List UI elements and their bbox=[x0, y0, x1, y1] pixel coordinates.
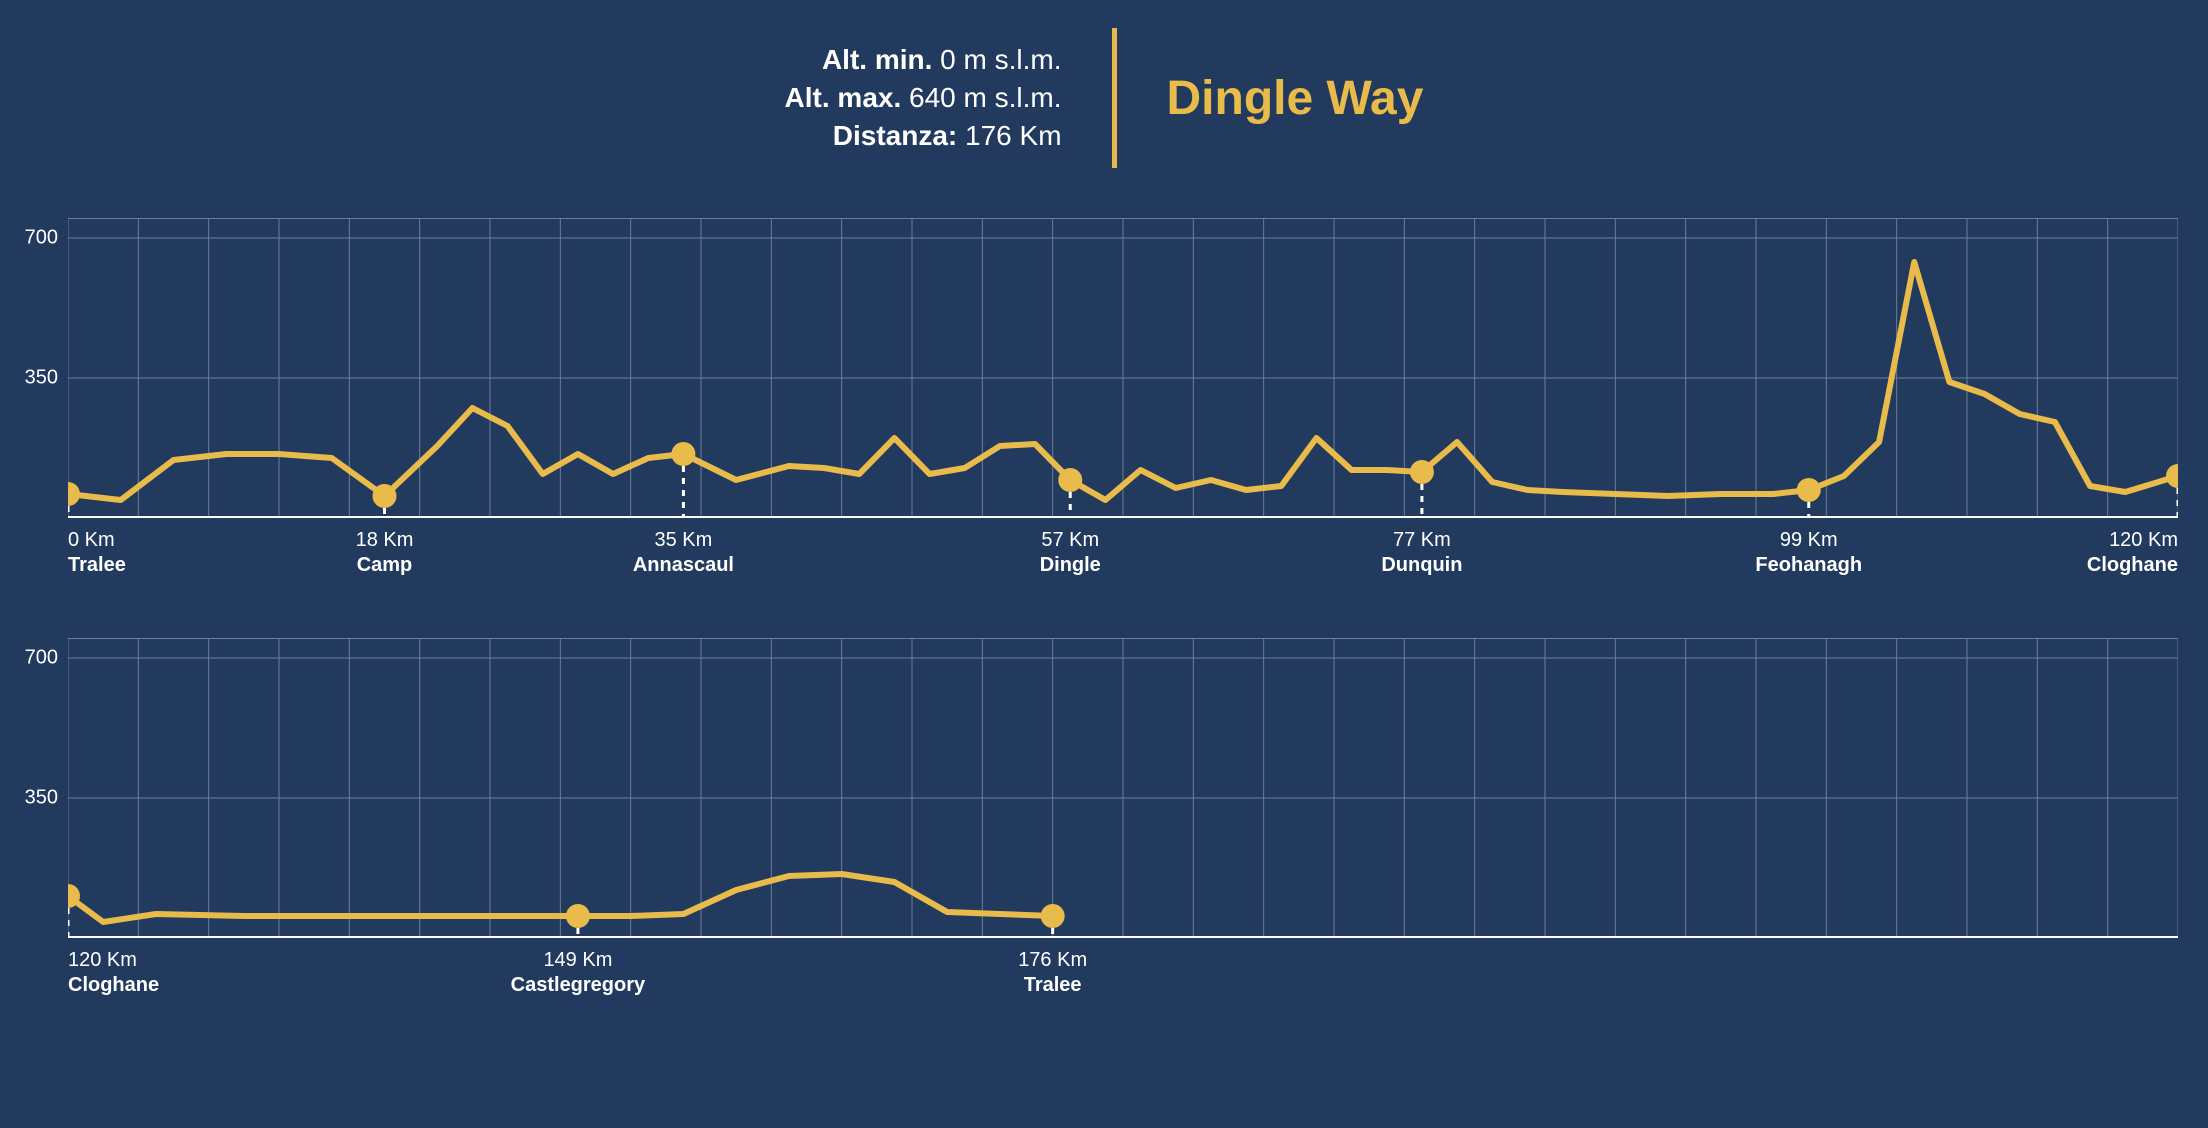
x-labels: 120 KmCloghane 149 KmCastlegregory 176 KmT… bbox=[68, 948, 2178, 1008]
header-title-wrap: Dingle Way bbox=[1127, 71, 1424, 126]
stat-alt-min-value: 0 m s.l.m. bbox=[940, 44, 1061, 75]
stat-alt-max-label: Alt. max. bbox=[785, 82, 902, 113]
x-label: 0 KmTralee bbox=[68, 528, 126, 578]
x-labels: 0 KmTralee 18 KmCamp 35 KmAnnascaul 57 KmDi… bbox=[68, 528, 2178, 588]
stat-distance-value: 176 Km bbox=[965, 120, 1062, 151]
x-label: 77 KmDunquin bbox=[1381, 528, 1462, 578]
x-label-km: 18 Km bbox=[356, 528, 414, 553]
x-label-km: 0 Km bbox=[68, 528, 126, 553]
route-title: Dingle Way bbox=[1167, 71, 1424, 126]
y-tick-label: 350 bbox=[25, 367, 68, 390]
x-label-name: Cloghane bbox=[68, 973, 159, 998]
x-label-km: 120 Km bbox=[68, 948, 159, 973]
x-label-name: Dingle bbox=[1040, 553, 1101, 578]
x-label: 18 KmCamp bbox=[356, 528, 414, 578]
elevation-chart-2-svg bbox=[68, 638, 2178, 938]
waypoint-marker bbox=[68, 482, 80, 506]
x-label-name: Tralee bbox=[68, 553, 126, 578]
stat-alt-max: Alt. max. 640 m s.l.m. bbox=[785, 79, 1062, 117]
x-label-km: 149 Km bbox=[511, 948, 646, 973]
x-label: 176 KmTralee bbox=[1018, 948, 1087, 998]
x-label: 149 KmCastlegregory bbox=[511, 948, 646, 998]
y-tick-label: 700 bbox=[25, 647, 68, 670]
waypoint-marker bbox=[671, 442, 695, 466]
waypoint-marker bbox=[373, 484, 397, 508]
elevation-chart-2: 350700120 KmCloghane149 KmCastlegregory1… bbox=[68, 638, 2178, 1008]
x-label: 35 KmAnnascaul bbox=[633, 528, 734, 578]
x-label-km: 57 Km bbox=[1040, 528, 1101, 553]
x-label-name: Cloghane bbox=[2087, 553, 2178, 578]
waypoint-marker bbox=[2166, 464, 2178, 488]
elevation-chart-1: 3507000 KmTralee18 KmCamp35 KmAnnascaul5… bbox=[68, 218, 2178, 588]
x-label-name: Feohanagh bbox=[1755, 553, 1862, 578]
x-label-km: 77 Km bbox=[1381, 528, 1462, 553]
x-label-name: Tralee bbox=[1018, 973, 1087, 998]
header: Alt. min. 0 m s.l.m. Alt. max. 640 m s.l… bbox=[0, 0, 2208, 178]
elevation-chart-1-svg bbox=[68, 218, 2178, 518]
header-divider bbox=[1112, 28, 1117, 168]
waypoint-marker bbox=[1041, 904, 1065, 928]
waypoint-marker bbox=[566, 904, 590, 928]
x-label-name: Annascaul bbox=[633, 553, 734, 578]
stat-alt-min-label: Alt. min. bbox=[822, 44, 932, 75]
x-label-km: 35 Km bbox=[633, 528, 734, 553]
y-tick-label: 350 bbox=[25, 787, 68, 810]
waypoint-marker bbox=[1058, 468, 1082, 492]
stat-alt-min: Alt. min. 0 m s.l.m. bbox=[785, 41, 1062, 79]
stat-distance: Distanza: 176 Km bbox=[785, 117, 1062, 155]
stat-alt-max-value: 640 m s.l.m. bbox=[909, 82, 1061, 113]
x-label-name: Castlegregory bbox=[511, 973, 646, 998]
waypoint-marker bbox=[1797, 478, 1821, 502]
x-label-name: Dunquin bbox=[1381, 553, 1462, 578]
x-label-name: Camp bbox=[356, 553, 414, 578]
x-label-km: 99 Km bbox=[1755, 528, 1862, 553]
x-label: 120 KmCloghane bbox=[68, 948, 159, 998]
x-label-km: 120 Km bbox=[2087, 528, 2178, 553]
waypoint-marker bbox=[1410, 460, 1434, 484]
y-tick-label: 700 bbox=[25, 227, 68, 250]
charts-container: 3507000 KmTralee18 KmCamp35 KmAnnascaul5… bbox=[0, 178, 2208, 1008]
x-label-km: 176 Km bbox=[1018, 948, 1087, 973]
x-label: 57 KmDingle bbox=[1040, 528, 1101, 578]
x-label: 120 KmCloghane bbox=[2087, 528, 2178, 578]
x-label: 99 KmFeohanagh bbox=[1755, 528, 1862, 578]
header-stats: Alt. min. 0 m s.l.m. Alt. max. 640 m s.l… bbox=[785, 41, 1102, 154]
stat-distance-label: Distanza: bbox=[833, 120, 957, 151]
